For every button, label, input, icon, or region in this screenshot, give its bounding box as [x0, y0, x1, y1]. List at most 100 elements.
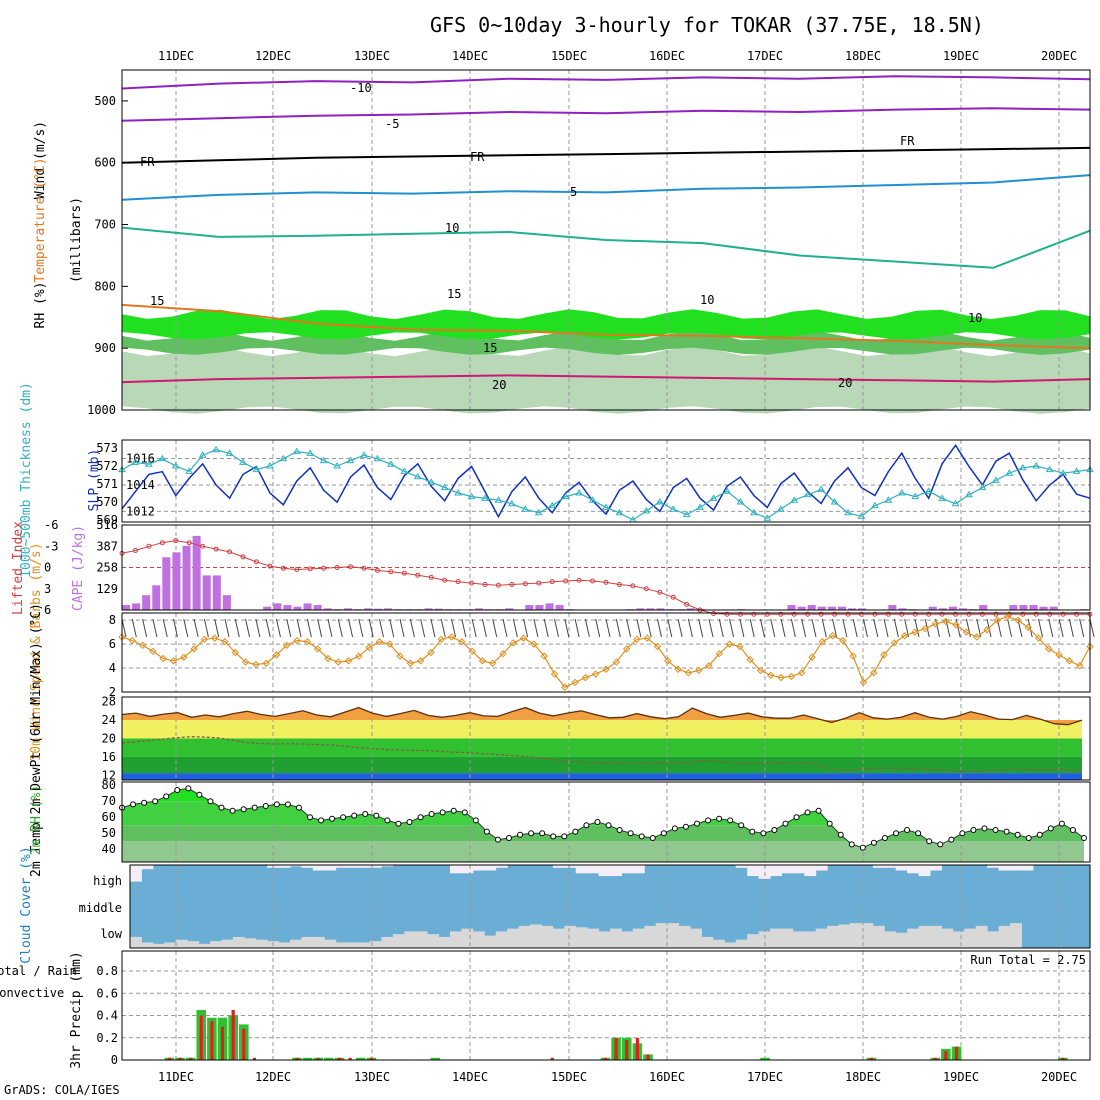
li-point-29	[509, 582, 515, 587]
cape-ytick-3: 516	[96, 518, 118, 532]
cloud-low-3	[164, 942, 177, 948]
wind-barb-47	[605, 618, 611, 638]
rh2m-point-74	[937, 841, 944, 848]
rh2m-point-13	[262, 803, 269, 809]
wind-barb-56	[698, 618, 704, 638]
rh2m-point-81	[1014, 831, 1021, 838]
precip-ytick-4: 0.8	[96, 964, 118, 978]
precip-conv-bar-12	[252, 1057, 257, 1060]
precip-conv-bar-5	[178, 1057, 182, 1060]
precip-conv-bar-20	[337, 1057, 342, 1060]
li-point-8	[227, 549, 233, 555]
thickness-point-68	[1032, 462, 1041, 469]
wind-barb-8	[203, 618, 209, 638]
contour-label-9: 15	[447, 287, 461, 301]
li-point-40	[657, 589, 663, 595]
wind-point-73	[870, 669, 878, 677]
rh2m-point-35	[506, 835, 513, 841]
cloud-low-1	[141, 942, 154, 948]
upper-air-ytick-0: 500	[94, 94, 116, 108]
rh2m-ytick-3: 70	[102, 794, 116, 808]
wind-barb-67	[811, 618, 817, 638]
precip-conv-bar-10	[231, 1009, 235, 1060]
precip-conv-bar-9	[220, 1026, 225, 1060]
thickness-ytick-1: 570	[96, 495, 118, 509]
li-point-10	[253, 559, 259, 565]
wind-point-84	[983, 626, 991, 634]
wind-barb-58	[718, 618, 724, 638]
thickness-point-52	[817, 485, 825, 492]
li-point-33	[563, 578, 569, 584]
wind-barb-63	[770, 618, 776, 638]
cloud-low-77	[1010, 923, 1022, 948]
rh2m-point-3	[152, 798, 159, 805]
x-tick-bottom-1: 12DEC	[255, 1070, 291, 1084]
cape-bar-31	[434, 608, 443, 610]
li-point-46	[737, 611, 743, 617]
thickness-point-8	[225, 449, 234, 456]
upper-air-rh-label: RH (%)	[33, 282, 48, 329]
wind-barb-9	[214, 618, 220, 638]
cloud-high-19	[347, 865, 360, 868]
cloud-low-56	[770, 928, 782, 948]
cloud-high-53	[735, 865, 748, 868]
wind-barb-91	[1058, 618, 1064, 638]
panels: 11DEC 11DEC 12DEC 12DEC 13DEC 13DEC 14DEC 14DEC…	[0, 49, 1095, 1084]
cloud-low-32	[495, 931, 508, 948]
thickness-point-37	[615, 508, 624, 516]
x-tick-bottom-9: 20DEC	[1041, 1070, 1077, 1084]
wind-barb-61	[749, 618, 755, 638]
thickness-point-25	[454, 489, 462, 496]
rh2m-point-16	[295, 804, 302, 811]
precip-conv-bar-11	[242, 1028, 246, 1060]
cloud-high-37	[552, 865, 565, 868]
cloud-low-23	[392, 934, 405, 948]
thickness-point-28	[494, 496, 503, 503]
precip-conv-bar-18	[316, 1057, 320, 1060]
wind-point-32	[447, 633, 456, 641]
wind-barb-53	[667, 618, 673, 638]
li-point-34	[576, 577, 582, 583]
wind-point-77	[911, 628, 919, 636]
wind-point-57	[705, 661, 713, 670]
wind-barb-37	[502, 618, 508, 638]
wind-point-52	[653, 642, 662, 651]
cloud-low-47	[667, 923, 680, 948]
cloud-frame	[129, 864, 1091, 949]
wind-point-53	[664, 657, 672, 665]
wind-point-85	[993, 616, 1002, 624]
cloud-low-8	[221, 939, 234, 948]
thickness-point-40	[655, 498, 664, 505]
cloud-high-39	[575, 865, 588, 874]
wind-barb-41	[543, 618, 549, 638]
cloud-low-72	[952, 931, 965, 948]
wind-point-13	[252, 660, 260, 669]
thickness-point-42	[682, 510, 691, 518]
cloud-low-29	[461, 928, 474, 948]
contour-label-7: 10	[700, 293, 714, 307]
credit-label: GrADS: COLA/IGES	[4, 1083, 120, 1097]
li-point-12	[280, 565, 286, 571]
cape-bar-91	[1039, 606, 1048, 610]
li-point-23	[428, 574, 434, 580]
rh2m-point-87	[1081, 835, 1087, 841]
wind-barb-14	[265, 618, 271, 638]
li-point-27	[482, 582, 488, 587]
rh2m-point-26	[406, 819, 413, 825]
wind-point-31	[437, 635, 445, 644]
precip-ytick-2: 0.4	[96, 1009, 118, 1023]
rh2m-point-34	[494, 836, 501, 843]
cloud-high-55	[758, 865, 771, 879]
wind-point-64	[777, 673, 785, 682]
wind-point-44	[571, 678, 579, 687]
wind-barb-38	[512, 618, 518, 638]
cloud-low-0	[130, 936, 142, 948]
cape-bar-14	[263, 606, 272, 610]
rh2m-point-51	[682, 823, 689, 830]
contour-label-2: FR	[140, 155, 155, 169]
x-tick-top-0: 11DEC	[158, 49, 194, 63]
contour-label-3: FR	[470, 150, 485, 164]
wind-barb-42	[554, 618, 559, 638]
precip-frame	[121, 950, 1091, 1061]
cloud-high-0	[130, 865, 142, 882]
